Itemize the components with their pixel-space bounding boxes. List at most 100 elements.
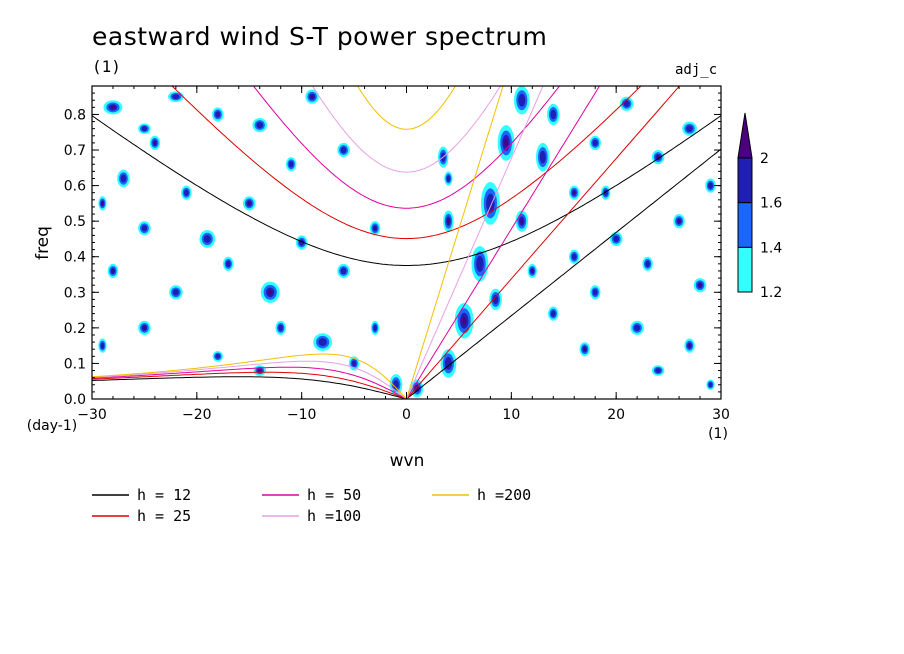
y-tick-label: 0.6 bbox=[64, 179, 86, 195]
heat-cell bbox=[393, 379, 399, 390]
heat-cell bbox=[613, 235, 619, 243]
chart-tag-label: adj_c bbox=[675, 62, 718, 78]
heat-cell bbox=[573, 191, 576, 195]
chart-units-label: (1) bbox=[92, 57, 121, 76]
heat-cell bbox=[550, 109, 557, 120]
colorbar-label: 1.6 bbox=[760, 196, 782, 212]
heat-cell bbox=[278, 324, 284, 332]
y-axis: 0.0 0.1 0.2 0.3 0.4 0.5 0.6 0.7 0.8 bbox=[64, 92, 721, 408]
heat-cell bbox=[655, 368, 661, 373]
heat-cell bbox=[476, 255, 484, 272]
heat-cell bbox=[141, 126, 148, 132]
heat-cell bbox=[708, 382, 713, 388]
heat-cell bbox=[447, 218, 450, 224]
y-tick-label: 0.3 bbox=[64, 285, 86, 301]
heat-cell bbox=[531, 269, 534, 273]
heat-cell bbox=[634, 324, 641, 332]
heat-cell bbox=[100, 342, 105, 349]
x-tick-label: 30 bbox=[712, 407, 730, 423]
heat-cell bbox=[258, 369, 262, 372]
heat-cell bbox=[373, 226, 377, 230]
colorbar-segment bbox=[737, 202, 753, 248]
heat-cell bbox=[686, 125, 693, 132]
y-tick-label: 0.7 bbox=[64, 143, 86, 159]
colorbar-label: 1.4 bbox=[760, 240, 782, 256]
x-tick-label: −20 bbox=[182, 407, 212, 423]
heat-cell bbox=[288, 161, 294, 168]
gravity-curve bbox=[171, 86, 642, 240]
plot-frame bbox=[91, 85, 722, 400]
legend-label: h =100 bbox=[307, 507, 361, 525]
gravity-curve bbox=[311, 86, 502, 173]
heat-cell bbox=[143, 326, 146, 330]
heat-cell bbox=[698, 283, 702, 287]
gravity-curve bbox=[252, 86, 561, 209]
y-axis-label: freq bbox=[33, 226, 53, 260]
heat-cell bbox=[101, 201, 104, 205]
heat-cell bbox=[351, 360, 357, 367]
heat-cell bbox=[172, 94, 180, 100]
kelvin-curve bbox=[406, 148, 721, 399]
heat-cell bbox=[183, 189, 189, 196]
heat-cell bbox=[486, 193, 495, 213]
dispersion-curves bbox=[92, 86, 721, 399]
heat-cell bbox=[708, 182, 713, 189]
y-tick-label: 0.1 bbox=[64, 356, 86, 372]
heat-cell bbox=[256, 121, 264, 129]
colorbar-segment bbox=[737, 246, 753, 293]
rossby-curve bbox=[92, 371, 407, 399]
colorbar-segment bbox=[737, 157, 753, 204]
heat-cell bbox=[247, 201, 251, 205]
x-axis: −30 −20 −10 0 10 20 30 bbox=[77, 86, 730, 423]
x-axis-label: wvn bbox=[390, 451, 425, 471]
heat-cell bbox=[310, 95, 314, 99]
y-tick-label: 0.4 bbox=[64, 250, 86, 266]
heat-cell bbox=[225, 260, 231, 268]
heat-cell bbox=[504, 138, 508, 147]
rossby-curve bbox=[92, 366, 407, 399]
heat-cell bbox=[215, 111, 221, 118]
y-tick-label: 0.8 bbox=[64, 107, 86, 123]
heat-cell bbox=[592, 289, 598, 296]
gravity-curve bbox=[92, 115, 721, 266]
heat-cell bbox=[446, 175, 451, 182]
colorbar-label: 1.2 bbox=[760, 285, 782, 301]
heat-cell bbox=[172, 289, 179, 296]
heat-cell bbox=[462, 316, 467, 325]
x-tick-label: −10 bbox=[287, 407, 317, 423]
heat-cell bbox=[153, 141, 157, 145]
x-tick-label: 10 bbox=[502, 407, 520, 423]
rossby-curve bbox=[92, 376, 407, 399]
heat-cell bbox=[623, 100, 630, 107]
gravity-curve bbox=[357, 86, 456, 130]
heat-cell bbox=[318, 338, 327, 347]
legend-label: h =200 bbox=[477, 486, 531, 504]
y-tick-label: 0.5 bbox=[64, 214, 86, 230]
heat-cell bbox=[340, 267, 347, 275]
kelvin-curve bbox=[406, 86, 544, 399]
kelvin-curve bbox=[406, 86, 504, 399]
colorbar: 1.2 1.4 1.6 2 bbox=[737, 112, 782, 301]
heat-cell bbox=[268, 289, 273, 295]
heat-cell bbox=[677, 219, 681, 223]
legend-label: h = 25 bbox=[137, 507, 191, 525]
x-unit-label: (1) bbox=[708, 426, 728, 442]
legend-label: h = 12 bbox=[137, 486, 191, 504]
heat-cell bbox=[645, 260, 650, 268]
heat-cell bbox=[492, 294, 499, 305]
kelvin-curve bbox=[406, 86, 601, 399]
heat-cell bbox=[141, 225, 148, 232]
y-tick-label: 0.2 bbox=[64, 321, 86, 337]
chart-title: eastward wind S-T power spectrum bbox=[92, 22, 548, 51]
heat-cell bbox=[111, 269, 115, 273]
colorbar-label: 2 bbox=[760, 151, 769, 167]
heat-cell bbox=[583, 347, 586, 351]
heatmap-layer bbox=[98, 86, 716, 398]
legend-label: h = 50 bbox=[307, 486, 361, 504]
heat-cell bbox=[120, 174, 127, 183]
heat-cell bbox=[215, 353, 221, 359]
rossby-curve bbox=[92, 360, 407, 399]
x-tick-label: −30 bbox=[77, 407, 107, 423]
colorbar-extend-arrow bbox=[737, 112, 753, 159]
